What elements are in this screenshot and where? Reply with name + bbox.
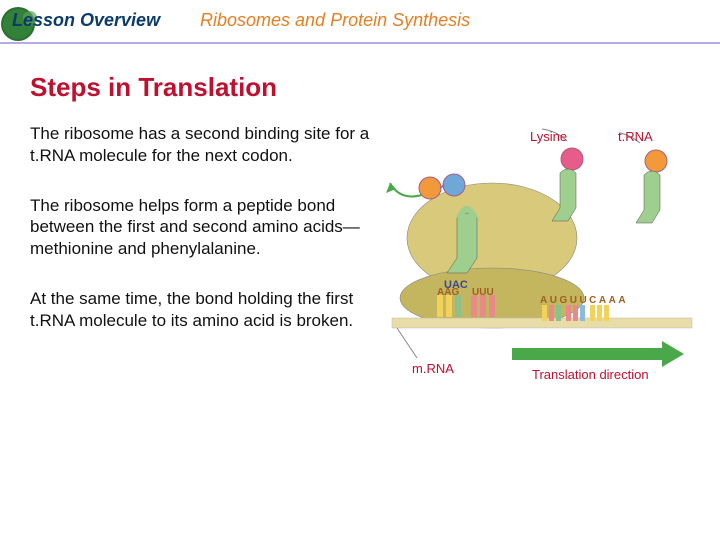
lysine-label: Lysine	[530, 129, 567, 144]
translation-figure: UAC	[382, 123, 702, 423]
paragraph-3: At the same time, the bond holding the f…	[30, 288, 370, 332]
slide-header: Lesson Overview Ribosomes and Protein Sy…	[0, 0, 720, 48]
slide-content: Steps in Translation The ribosome has a …	[0, 48, 720, 423]
codon-aag: AAG	[437, 287, 459, 298]
body-wrap: The ribosome has a second binding site f…	[30, 123, 690, 423]
page-title: Steps in Translation	[30, 72, 690, 103]
codon-uuu: UUU	[472, 287, 494, 298]
trna-label: t.RNA	[618, 129, 653, 144]
lesson-overview-label: Lesson Overview	[12, 10, 160, 31]
text-column: The ribosome has a second binding site f…	[30, 123, 370, 423]
paragraph-2: The ribosome helps form a peptide bond b…	[30, 195, 370, 260]
topic-label: Ribosomes and Protein Synthesis	[200, 10, 470, 31]
mrna-label: m.RNA	[412, 361, 454, 376]
mrna-codons: AUGUUCAAA	[540, 295, 628, 306]
header-underline	[0, 42, 720, 44]
direction-label: Translation direction	[532, 367, 649, 382]
paragraph-1: The ribosome has a second binding site f…	[30, 123, 370, 167]
